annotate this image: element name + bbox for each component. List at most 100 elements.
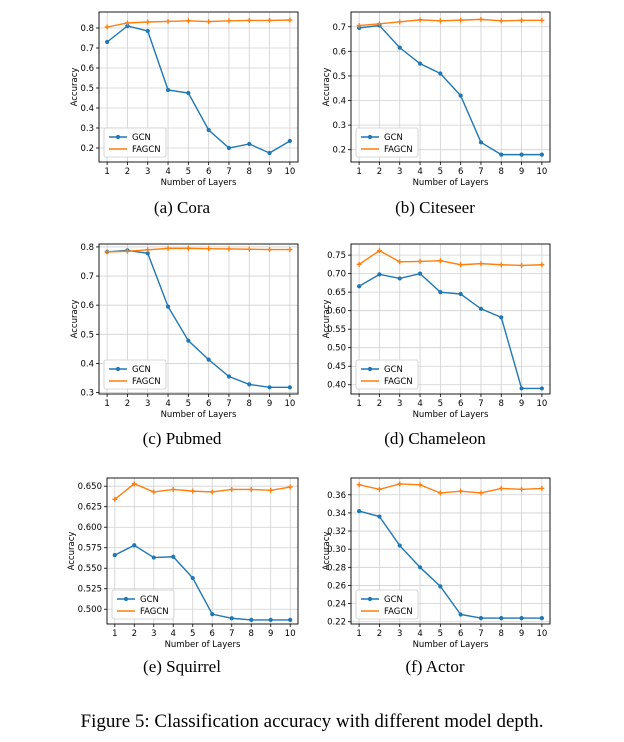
x-tick-label: 7	[226, 399, 231, 409]
data-point-gcn	[132, 543, 137, 548]
y-tick-label: 0.3	[80, 124, 94, 134]
chart-panel-6: 1 2 3 4 5 6 7 8 9 10 0.22 0.24 0.26 0.28 0.30 0.32 0.34 0…	[322, 477, 551, 676]
legend-marker-gcn	[367, 366, 373, 372]
x-tick-label: 9	[268, 629, 273, 639]
legend-marker-gcn	[367, 134, 373, 140]
y-axis-label: Accuracy	[67, 532, 77, 571]
data-point-gcn	[438, 584, 443, 589]
x-tick-label: 5	[190, 629, 195, 639]
plot-frame	[350, 243, 551, 395]
data-point-gcn	[539, 386, 544, 391]
y-tick-label: 0.60	[327, 307, 346, 317]
series-line-fagcn	[106, 19, 290, 28]
y-tick-label: 0.600	[78, 523, 102, 533]
legend-label-fagcn: FAGCN	[132, 377, 161, 387]
x-tick-label: 10	[536, 629, 547, 639]
x-tick-label: 8	[499, 167, 504, 177]
y-tick-label: 0.7	[80, 272, 94, 282]
y-tick-label: 0.4	[80, 104, 94, 114]
x-tick-label: 6	[210, 629, 215, 639]
x-tick-label: 9	[519, 167, 524, 177]
x-axis-label: Number of Layers	[161, 178, 237, 188]
y-tick-label: 0.550	[78, 564, 102, 574]
data-point-gcn	[112, 553, 117, 558]
y-tick-label: 0.22	[327, 618, 346, 628]
x-tick-label: 4	[171, 629, 176, 639]
x-tick-label: 8	[247, 399, 252, 409]
y-tick-label: 0.36	[327, 491, 346, 501]
y-tick-label: 0.70	[327, 270, 346, 280]
legend-label-fagcn: FAGCN	[140, 607, 169, 617]
data-point-gcn	[458, 291, 463, 297]
x-tick-label: 2	[377, 167, 382, 177]
y-tick-label: 0.24	[327, 600, 346, 610]
y-axis-label: Accuracy	[322, 68, 332, 107]
data-point-gcn	[397, 276, 402, 281]
x-tick-label: 3	[151, 629, 156, 639]
data-point-gcn	[377, 272, 382, 277]
series-line-gcn	[106, 25, 291, 154]
x-tick-label: 4	[417, 399, 422, 409]
legend-box	[111, 589, 175, 620]
data-point-gcn	[186, 90, 191, 96]
y-tick-label: 0.7	[332, 23, 346, 33]
x-tick-label: 4	[165, 399, 170, 409]
data-point-gcn	[397, 543, 402, 548]
series-line-gcn	[107, 249, 290, 389]
y-tick-label: 0.575	[78, 544, 102, 554]
data-point-gcn	[165, 304, 171, 309]
legend-label-gcn: GCN	[140, 595, 159, 605]
data-point-gcn	[377, 514, 382, 519]
x-tick-label: 4	[417, 629, 422, 639]
x-tick-label: 2	[377, 629, 382, 639]
legend-box	[355, 127, 419, 158]
legend-box	[103, 359, 167, 390]
data-point-gcn	[417, 565, 423, 570]
series-line-gcn	[359, 24, 542, 156]
data-point-gcn	[247, 382, 252, 387]
x-tick-label: 7	[229, 629, 234, 639]
data-point-gcn	[539, 152, 544, 157]
data-point-gcn	[397, 45, 402, 50]
series-line-fagcn	[114, 482, 291, 500]
x-tick-label: 3	[397, 167, 402, 177]
series-line-fagcn	[358, 483, 542, 494]
x-tick-label: 5	[186, 399, 191, 409]
x-tick-label: 1	[112, 629, 117, 639]
y-tick-label: 0.65	[327, 288, 346, 298]
x-tick-label: 10	[536, 399, 547, 409]
data-point-gcn	[478, 616, 484, 621]
y-tick-label: 0.8	[80, 24, 94, 34]
x-tick-label: 9	[267, 399, 272, 409]
data-point-gcn	[458, 93, 463, 98]
x-tick-label: 2	[125, 167, 130, 177]
y-tick-label: 0.45	[327, 362, 346, 372]
x-tick-label: 7	[478, 167, 483, 177]
x-tick-label: 6	[458, 629, 463, 639]
figure-caption: Figure 5: Classification accuracy with d…	[81, 711, 544, 732]
y-tick-label: 0.50	[327, 344, 346, 354]
legend-marker-gcn	[367, 596, 373, 602]
x-tick-label: 5	[438, 167, 443, 177]
x-tick-label: 3	[145, 167, 150, 177]
x-tick-label: 9	[267, 167, 272, 177]
legend-label-gcn: GCN	[384, 595, 403, 605]
y-tick-label: 0.625	[78, 503, 102, 513]
x-tick-label: 1	[356, 167, 361, 177]
data-point-gcn	[438, 71, 443, 76]
y-tick-label: 0.75	[327, 251, 346, 261]
x-tick-label: 1	[356, 399, 361, 409]
data-point-gcn	[125, 23, 130, 29]
plot-frame	[98, 11, 299, 163]
subfigure-caption: (d) Chameleon	[384, 429, 486, 448]
x-axis-label: Number of Layers	[165, 640, 241, 650]
x-tick-label: 9	[519, 399, 524, 409]
legend-marker-gcn	[115, 134, 121, 140]
x-tick-label: 8	[249, 629, 254, 639]
y-tick-label: 0.34	[327, 509, 346, 519]
y-axis-label: Accuracy	[70, 68, 80, 107]
chart-panel-2: 1 2 3 4 5 6 7 8 9 10 0.2 0.3 0.4 0.5 0.6 0.7 GCN FAGCN Num…	[322, 11, 551, 217]
data-point-gcn	[357, 284, 362, 289]
legend-label-fagcn: FAGCN	[384, 145, 413, 155]
data-point-gcn	[519, 152, 524, 157]
